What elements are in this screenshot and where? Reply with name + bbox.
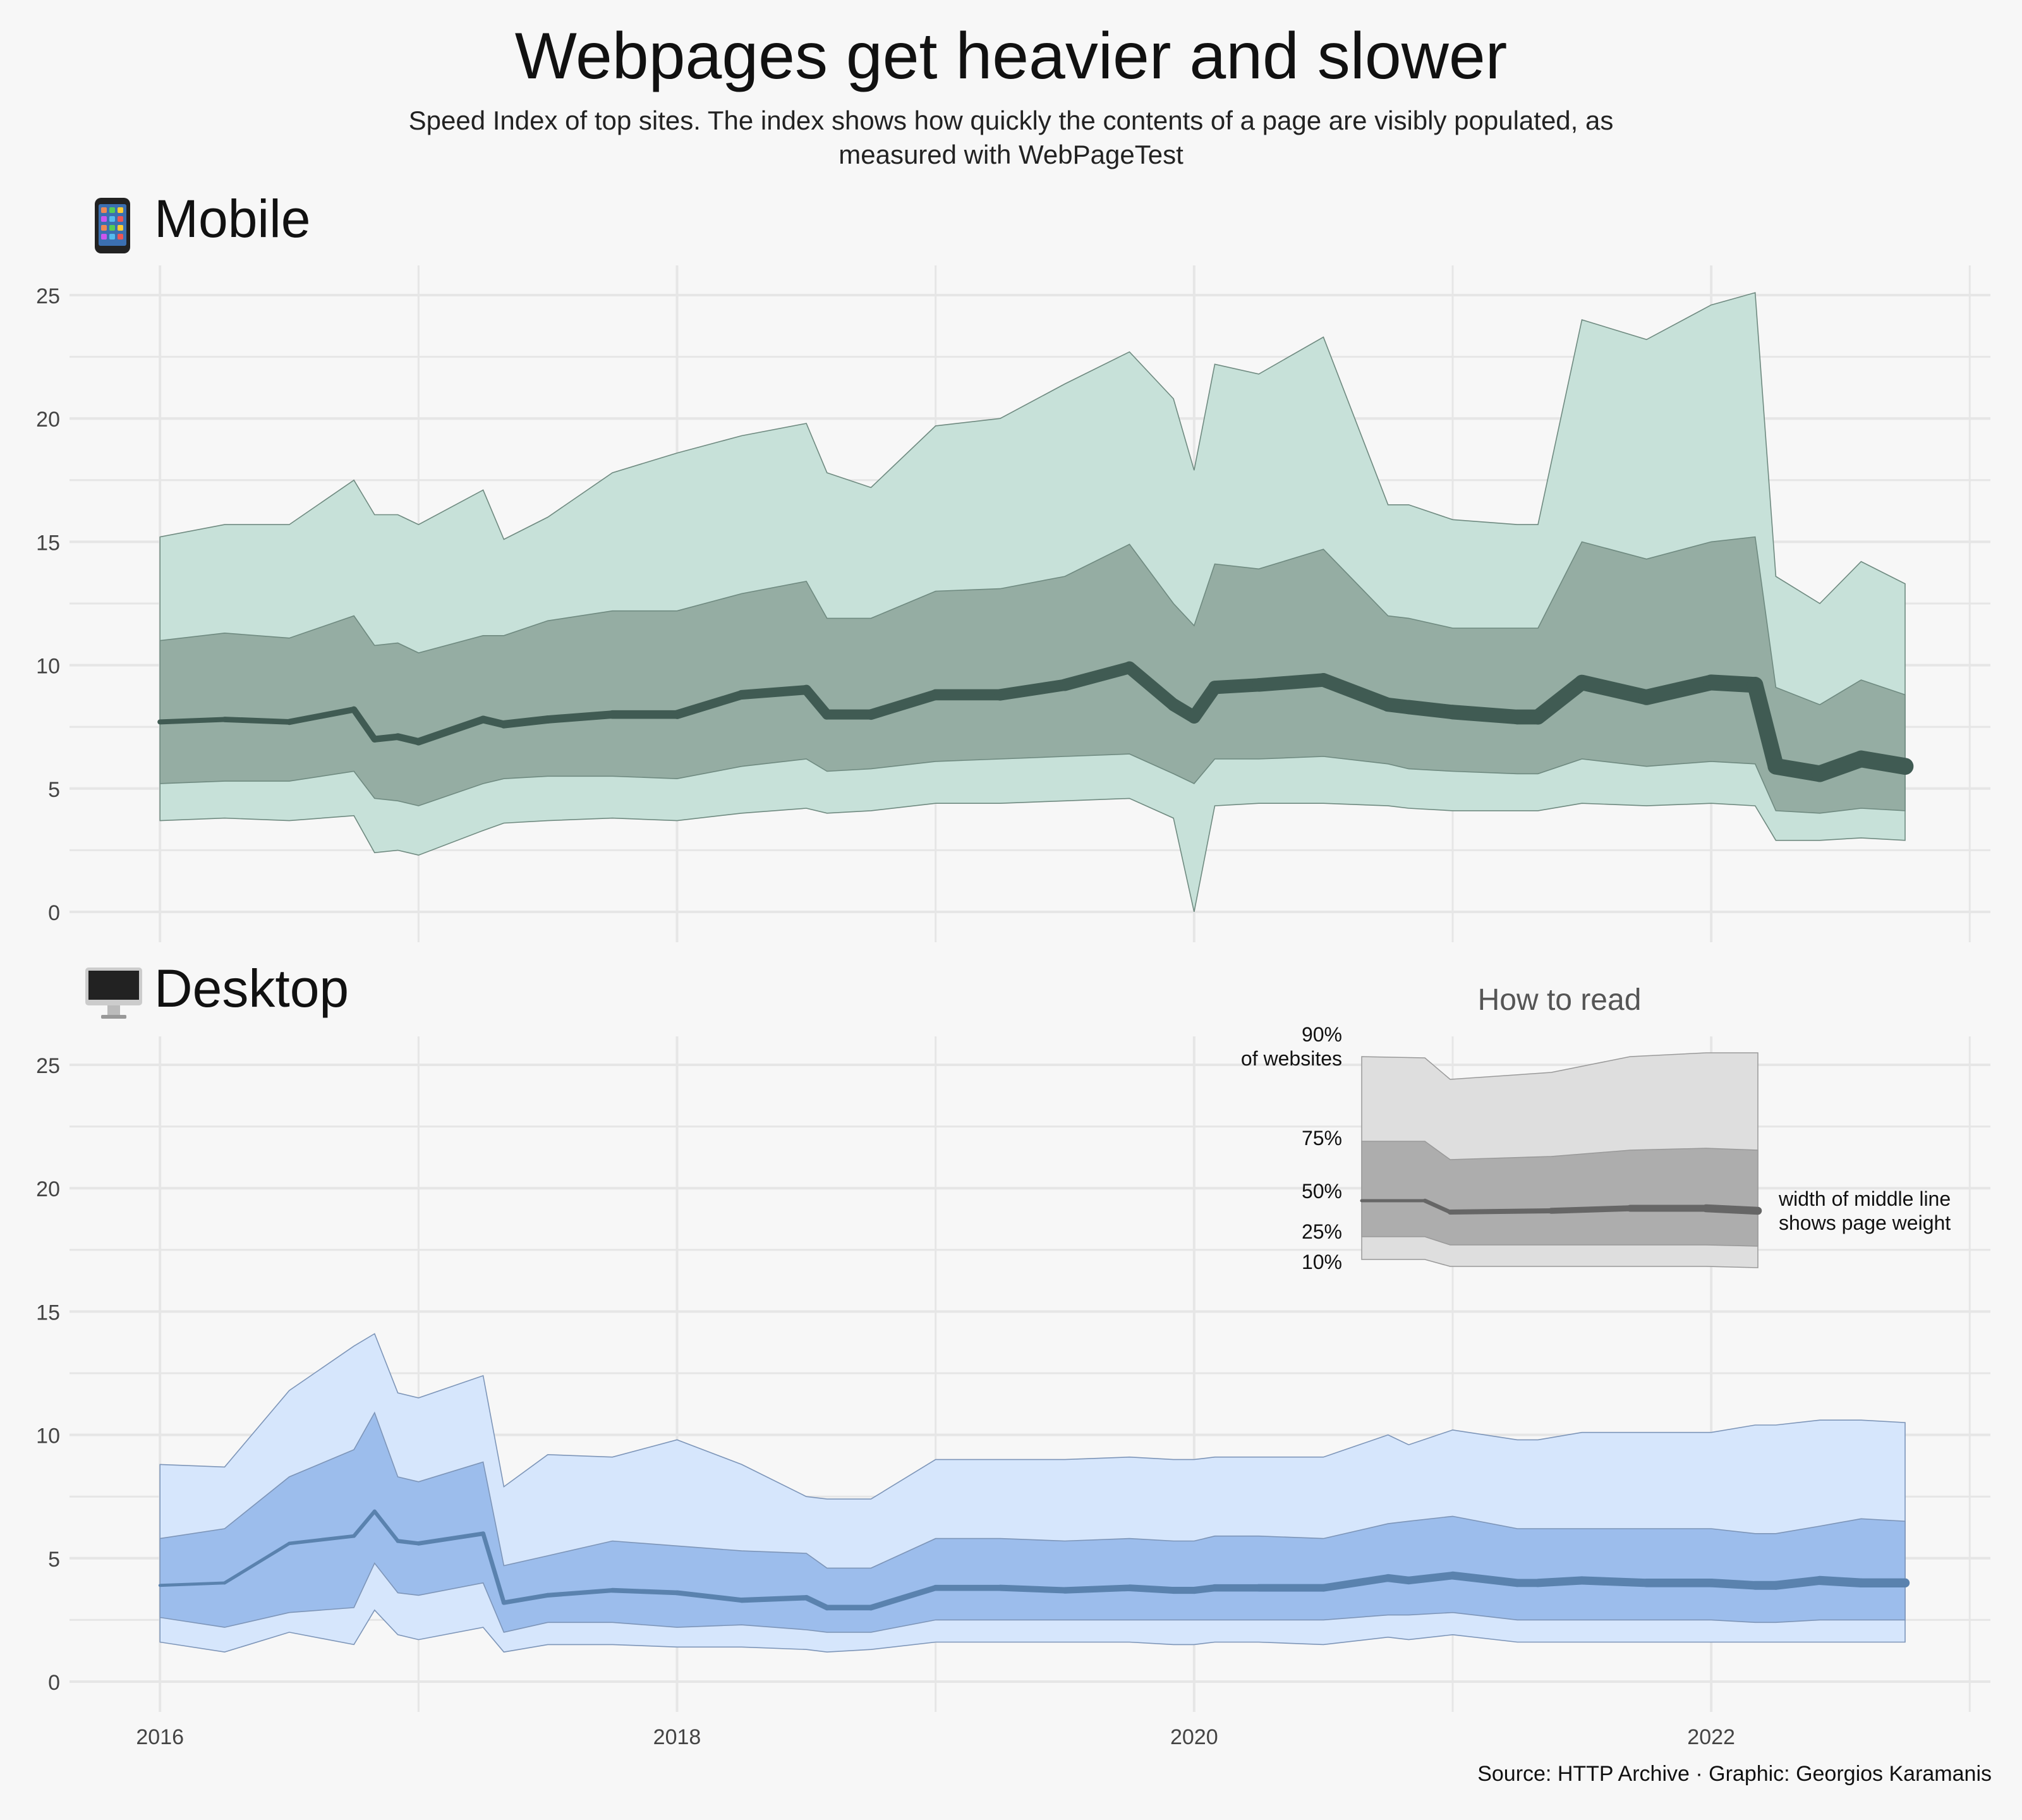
y-tick-label: 0 [48, 1671, 60, 1695]
median-line-segment [996, 1584, 1069, 1594]
band-p25-p75 [159, 536, 1906, 814]
x-tick-label: 2020 [1170, 1725, 1218, 1749]
chart-title: Webpages get heavier and slower [514, 20, 1508, 93]
median-line-segment [499, 715, 552, 729]
guide-annotation: width of middle line [1778, 1187, 1951, 1210]
x-tick-label: 2016 [136, 1725, 184, 1749]
median-line-segment [501, 1592, 550, 1605]
guide-median-segment [1702, 1204, 1762, 1215]
x-tick-label: 2018 [653, 1725, 701, 1749]
y-tick-label: 0 [48, 901, 60, 925]
median-line-segment [416, 1531, 486, 1546]
median-line-segment [1401, 700, 1460, 720]
panel-label: Mobile [154, 189, 310, 248]
y-tick-label: 20 [36, 408, 60, 432]
median-line-segment [543, 710, 617, 724]
guide-percent-label: 25% [1302, 1220, 1342, 1243]
median-line-segment [1445, 705, 1525, 725]
median-line-segment [1853, 750, 1914, 775]
median-line-segment [1316, 673, 1395, 712]
y-tick-label: 10 [36, 655, 60, 679]
how-to-read-legend: How to read 90%of websites 75% 50% 25% 10% wid… [1241, 983, 1951, 1273]
median-line-segment [1638, 674, 1719, 705]
guide-band-inner [1361, 1141, 1759, 1247]
median-line-segment [545, 1587, 615, 1598]
median-line-segment [1123, 661, 1180, 712]
median-line-segment [1448, 1571, 1522, 1587]
y-tick-label: 5 [48, 778, 60, 802]
median-line-segment [415, 715, 487, 746]
median-line-segment [350, 706, 378, 743]
desktop-panel: 0 5 10 15 20 25 Desktop [36, 959, 1990, 1712]
median-line-segment [222, 717, 293, 725]
median-line-segment [1771, 1575, 1824, 1590]
panel-label: Desktop [154, 959, 349, 1018]
median-line-segment [1577, 1576, 1651, 1587]
y-tick-label: 15 [36, 1301, 60, 1325]
mobile-phone-icon [95, 198, 130, 253]
median-line-segment [222, 1541, 291, 1585]
median-line-segment [1747, 677, 1784, 775]
median-line-segment [803, 1594, 830, 1611]
median-line-segment [158, 1581, 226, 1587]
y-tick-label: 20 [36, 1177, 60, 1201]
median-line-segment [739, 1595, 809, 1603]
y-tick-label: 25 [36, 284, 60, 308]
median-line-segment [372, 1509, 400, 1543]
guide-median-segment [1548, 1205, 1633, 1214]
median-line-segment [1574, 674, 1655, 705]
median-line-segment [396, 1539, 421, 1546]
guide-annotation: shows page weight [1779, 1211, 1951, 1234]
guide-percent-label: 75% [1302, 1127, 1342, 1150]
median-line-segment [1319, 1574, 1392, 1592]
median-line-segment [1534, 1576, 1587, 1587]
guide-percent-label: 50% [1302, 1180, 1342, 1203]
median-line-segment [610, 1587, 680, 1596]
median-line-segment [672, 690, 746, 719]
median-line-segment [352, 1509, 377, 1538]
median-line-segment [868, 1585, 939, 1611]
x-tick-label: 2022 [1687, 1725, 1735, 1749]
guide-median-segment [1422, 1198, 1453, 1215]
median-line-segment [371, 733, 401, 743]
chart-subtitle: Speed Index of top sites. The index show… [408, 106, 1614, 169]
median-line-segment [1252, 673, 1331, 692]
median-line-segment [801, 684, 832, 720]
guide-median-segment [1448, 1208, 1554, 1215]
guide-percent-label: 10% [1302, 1251, 1342, 1273]
source-credit: Source: HTTP Archive · Graphic: Georgios… [1477, 1762, 1992, 1786]
median-line-segment [1707, 1579, 1760, 1590]
median-line-segment [1530, 674, 1590, 725]
median-line-segment [1815, 1575, 1866, 1588]
guide-percent-label: of websites [1241, 1047, 1342, 1070]
median-line-segment [286, 707, 357, 725]
median-line-segment [1208, 678, 1266, 695]
median-line-segment [1062, 1584, 1133, 1594]
median-line-segment [287, 1534, 356, 1546]
median-line-segment [994, 679, 1071, 701]
y-tick-label: 10 [36, 1424, 60, 1448]
median-line-segment [1126, 1584, 1177, 1594]
how-to-read-title: How to read [1478, 983, 1642, 1017]
median-line-segment [157, 717, 227, 725]
y-tick-label: 25 [36, 1054, 60, 1078]
median-line-segment [481, 1531, 506, 1605]
guide-percent-label: 90% [1302, 1023, 1342, 1046]
median-line-segment [1405, 1571, 1457, 1585]
median-line-segment [865, 689, 941, 720]
median-line-segment [674, 1590, 744, 1603]
desktop-computer-icon [85, 968, 142, 1019]
median-line-segment [737, 685, 811, 700]
y-tick-label: 15 [36, 531, 60, 555]
y-tick-label: 5 [48, 1548, 60, 1572]
mobile-panel: 0 5 10 15 20 25 Mobile [36, 189, 1990, 942]
median-line-segment [1058, 661, 1136, 691]
